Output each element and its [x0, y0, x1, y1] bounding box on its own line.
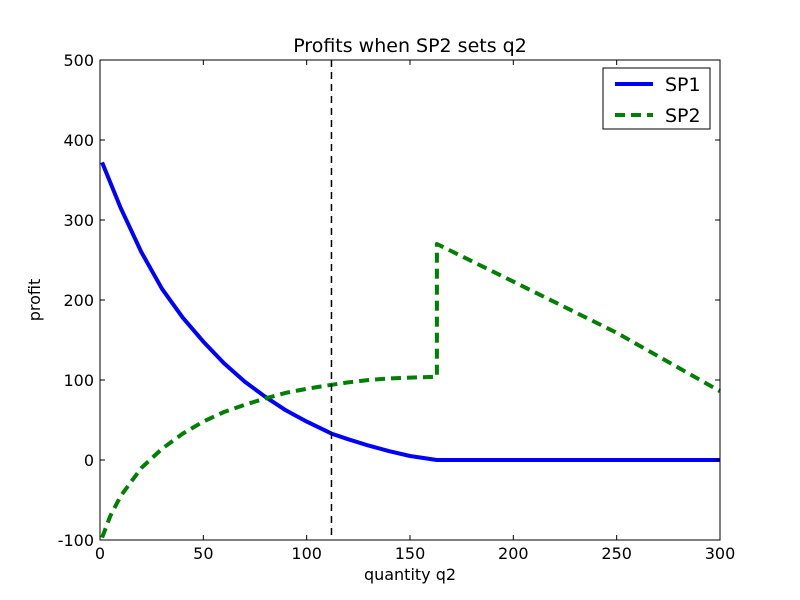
- y-tick-label: 200: [63, 291, 94, 310]
- x-tick-label: 50: [193, 544, 213, 563]
- y-tick-label: 0: [84, 451, 94, 470]
- legend-frame: [602, 67, 711, 130]
- plot-area: [100, 60, 720, 540]
- x-axis-label: quantity q2: [364, 565, 456, 584]
- series-sp1-line: [100, 161, 720, 462]
- x-tick-label: 0: [95, 544, 105, 563]
- x-tick-label: 300: [705, 544, 736, 563]
- x-tick-label: 150: [395, 544, 426, 563]
- y-tick-label: 300: [63, 211, 94, 230]
- x-tick-label: 250: [601, 544, 632, 563]
- y-axis-label: profit: [25, 279, 44, 322]
- series-sp2-line: [100, 242, 721, 539]
- y-tick-label: 500: [63, 51, 94, 70]
- y-tick-label: 400: [63, 131, 94, 150]
- x-tick-label: 200: [498, 544, 529, 563]
- legend-label-sp1: SP1: [665, 74, 701, 96]
- y-tick-label: 100: [63, 371, 94, 390]
- legend: SP1 SP2: [602, 67, 711, 130]
- y-tick-label: -100: [58, 531, 94, 550]
- legend-label-sp2: SP2: [665, 105, 701, 127]
- x-tick-label: 100: [291, 544, 322, 563]
- chart-title: Profits when SP2 sets q2: [293, 35, 527, 57]
- series-layer: [100, 161, 721, 539]
